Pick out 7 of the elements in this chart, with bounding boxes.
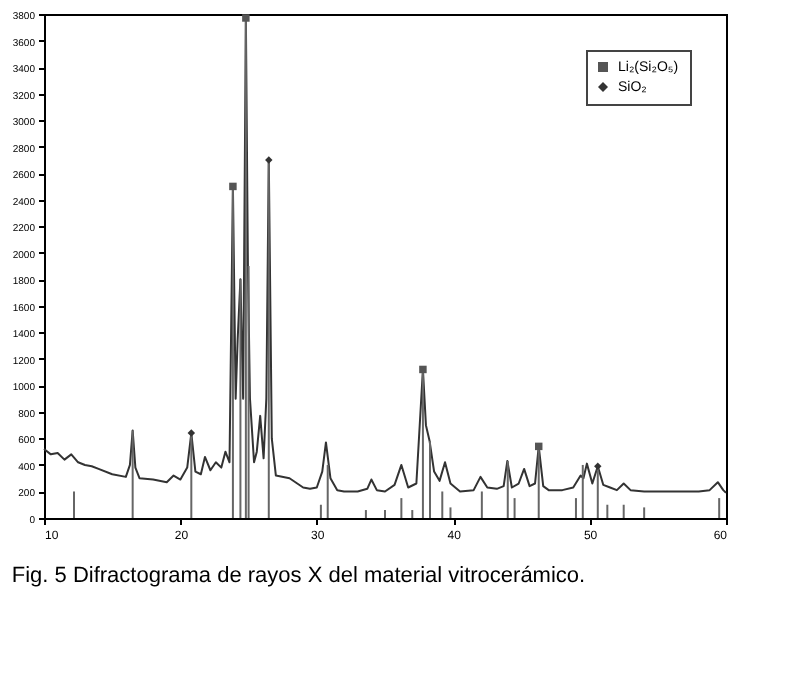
text: Fig. 5 Difractograma de rayos X del material vitrocerámico. — [11, 564, 586, 588]
point — [229, 182, 237, 191]
point — [242, 14, 250, 22]
point — [594, 462, 602, 471]
point — [265, 156, 273, 164]
point — [419, 365, 427, 374]
point — [187, 429, 196, 437]
